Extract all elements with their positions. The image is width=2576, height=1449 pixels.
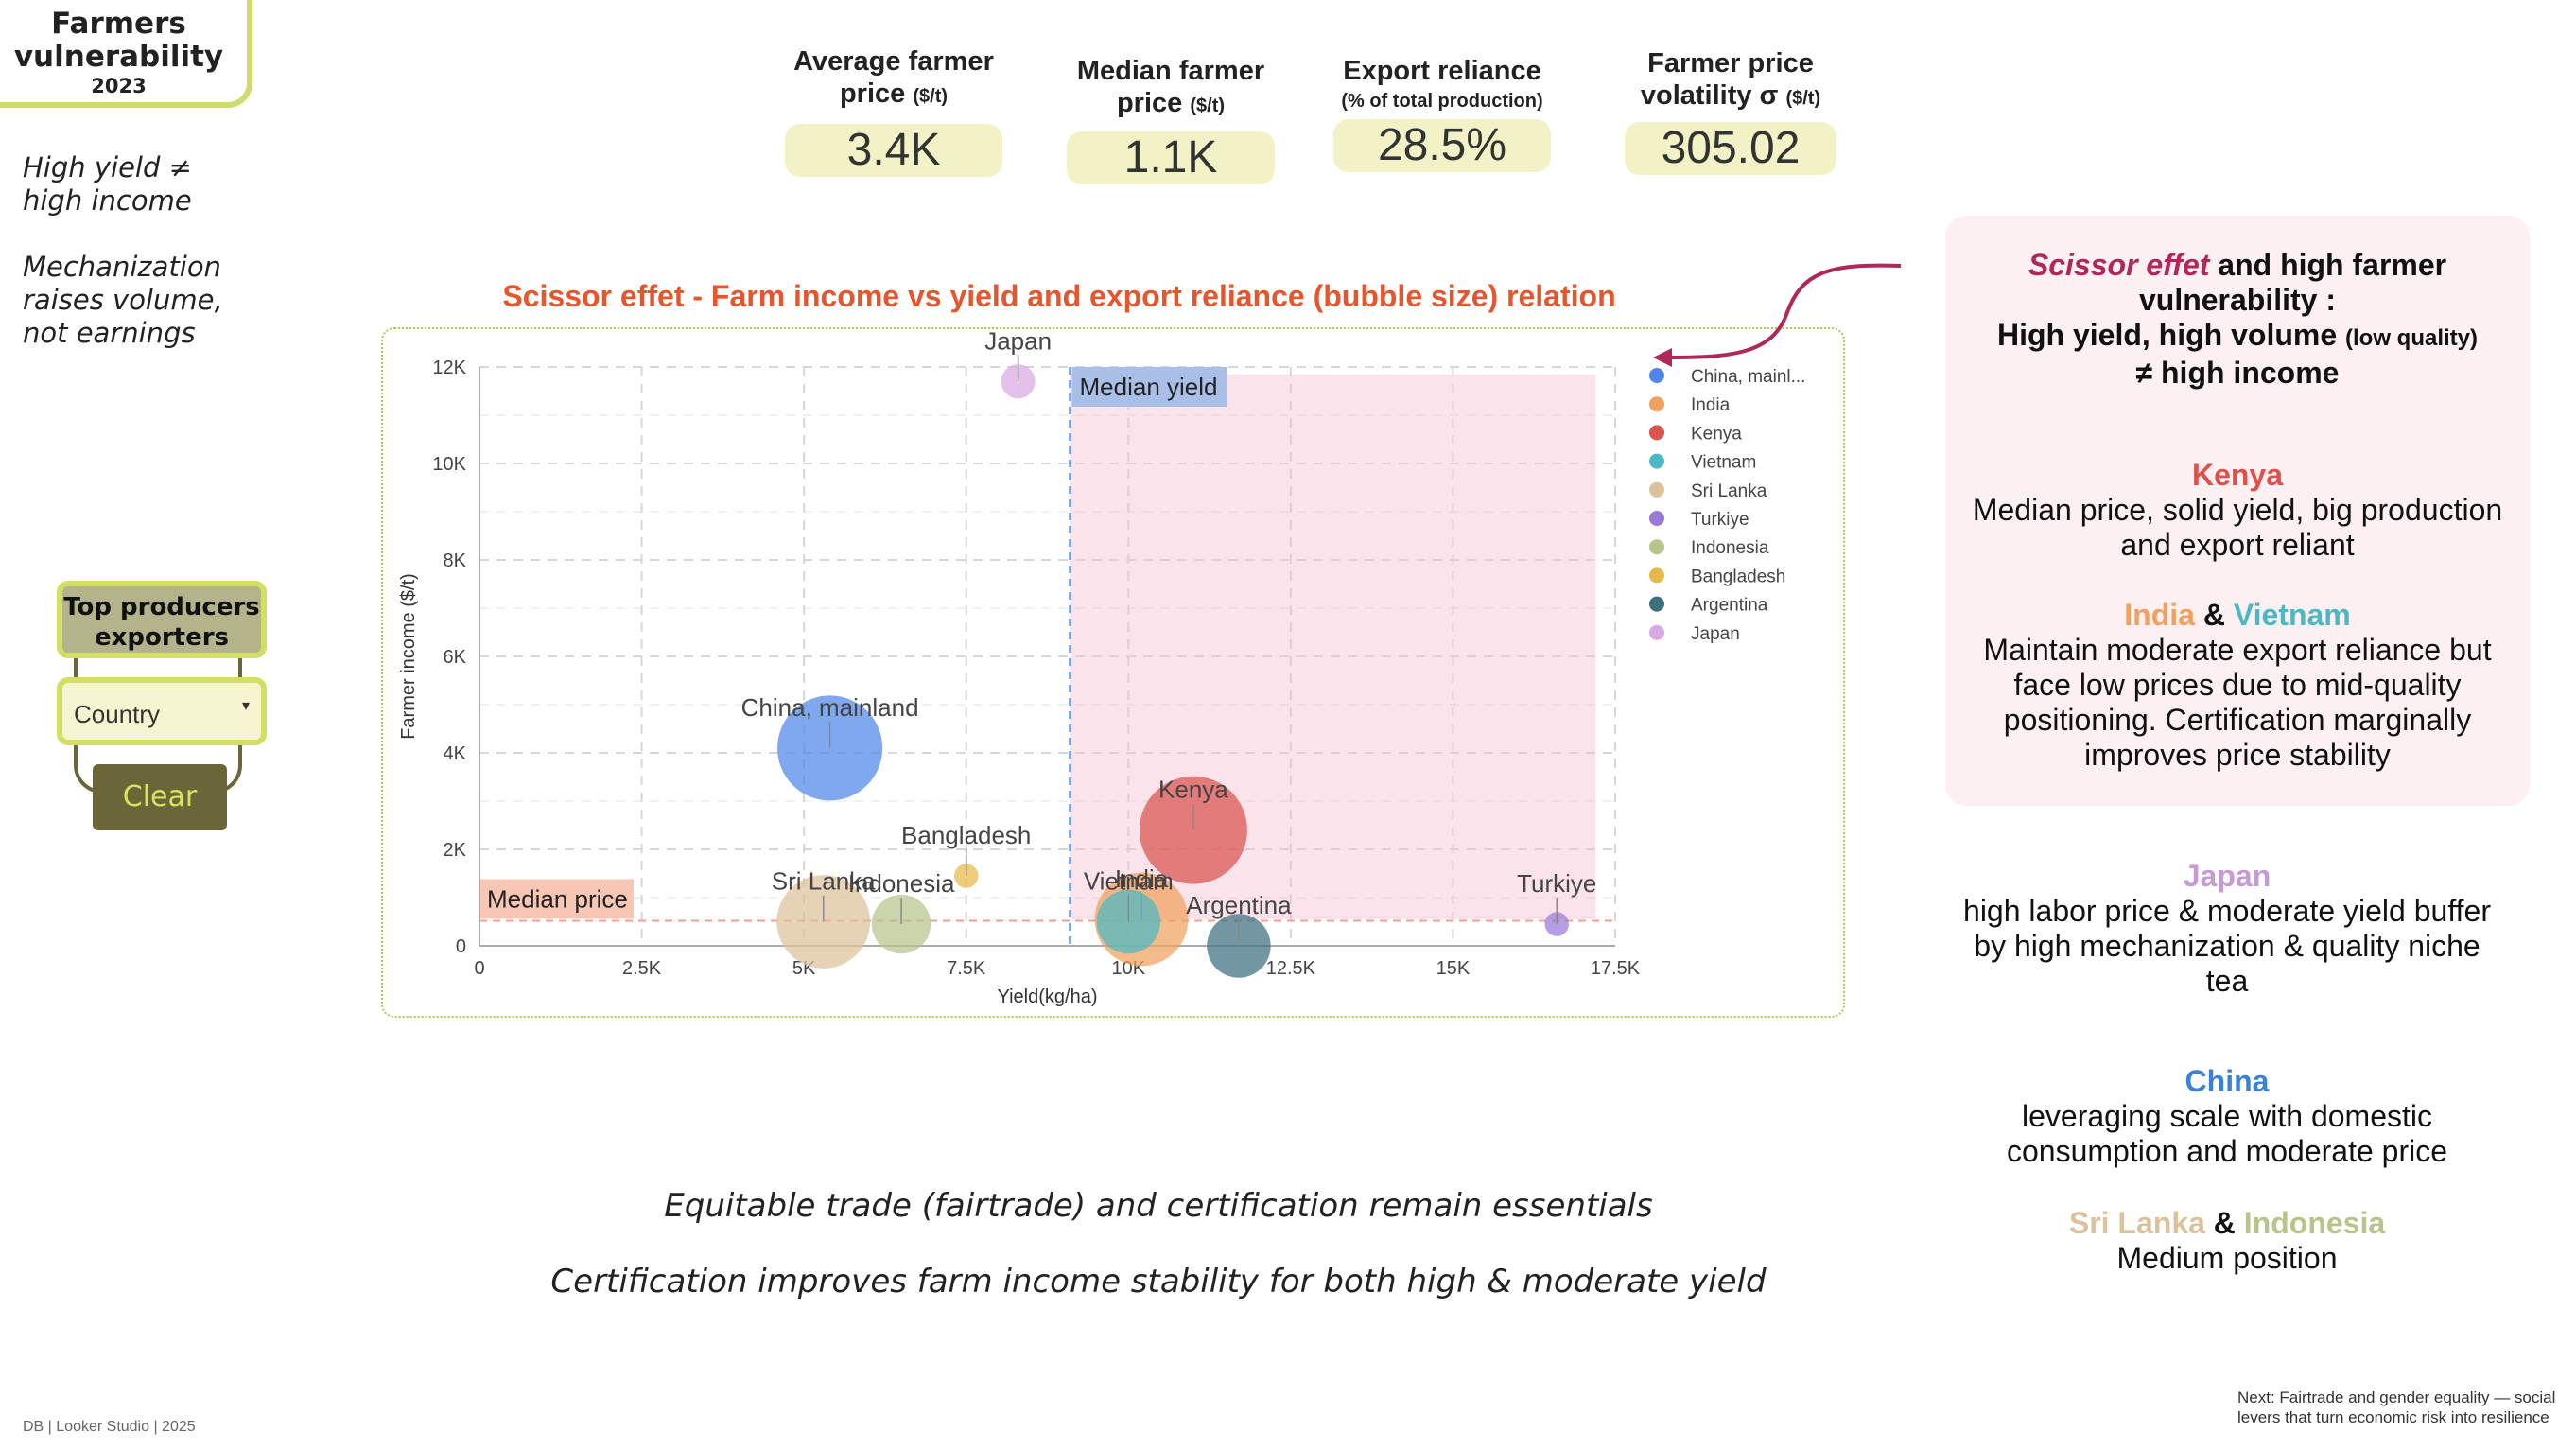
median-yield-label-bg — [1071, 367, 1227, 407]
y-tick-label: 8K — [444, 550, 467, 571]
legend-marker — [1649, 624, 1664, 640]
bottom-statement-1: Equitable trade (fairtrade) and certific… — [664, 1187, 1653, 1225]
kpi-value: 3.4K — [785, 124, 1002, 177]
y-tick-label: 2K — [444, 840, 467, 861]
y-tick-label: 0 — [456, 936, 466, 957]
x-tick-label: 7.5K — [947, 958, 986, 979]
legend-item: India — [1691, 395, 1731, 415]
country-label: Country — [74, 700, 161, 728]
y-tick-label: 12K — [432, 358, 466, 378]
kenya-insight: Kenya Median price, solid yield, big pro… — [1972, 458, 2503, 562]
japan-insight: Japan high labor price & moderate yield … — [1963, 859, 2491, 998]
y-tick-label: 4K — [444, 743, 467, 764]
legend-marker — [1649, 567, 1664, 584]
kpi-value: 305.02 — [1625, 122, 1836, 175]
kpi-price-volatility: Farmer price volatility σ ($/t) 305.02 — [1608, 47, 1854, 175]
y-tick-label: 6K — [444, 647, 467, 668]
bubble-label: Japan — [984, 326, 1052, 355]
country-dropdown[interactable]: Country ▾ — [57, 677, 267, 745]
y-tick-label: 10K — [432, 454, 466, 475]
kpi-label: Median farmer price ($/t) — [1076, 56, 1265, 118]
legend-item: Sri Lanka — [1691, 481, 1767, 501]
dashboard-title: Farmers vulnerability 2023 — [0, 0, 252, 108]
kpi-value: 28.5% — [1333, 119, 1551, 172]
median-yield-label: Median yield — [1080, 373, 1218, 401]
bubble-label: Turkiye — [1517, 869, 1596, 898]
legend-item: China, mainl... — [1691, 367, 1805, 387]
x-tick-label: 12.5K — [1266, 958, 1316, 979]
legend-marker — [1649, 396, 1664, 412]
legend-marker — [1649, 425, 1664, 441]
kpi-label: Average farmer price ($/t) — [793, 46, 994, 109]
callout-arrow-head — [1653, 348, 1672, 367]
legend-item: Japan — [1691, 624, 1740, 644]
side-note-mechanization: Mechanization raises volume, not earning… — [23, 251, 223, 349]
title-year: 2023 — [91, 75, 147, 97]
legend-marker — [1649, 368, 1664, 383]
x-tick-label: 0 — [474, 958, 484, 979]
median-price-label: Median price — [487, 884, 628, 913]
legend-item: Bangladesh — [1691, 567, 1785, 586]
scissor-effect-text: Scissor effet and high farmer vulnerabil… — [1996, 248, 2479, 390]
india-vietnam-insight: India & Vietnam Maintain moderate export… — [1983, 598, 2492, 772]
chart-legend: China, mainl... India Kenya Vietnam Sri Lank… — [1649, 367, 1805, 644]
chart-frame — [381, 327, 1845, 1018]
kpi-label: Export reliance (% of total production) — [1341, 56, 1543, 112]
legend-item: Vietnam — [1691, 453, 1756, 473]
clear-button[interactable]: Clear — [93, 764, 227, 830]
x-tick-label: 2.5K — [622, 958, 662, 979]
footer-next: Next: Fairtrade and gender equality — so… — [2237, 1388, 2556, 1426]
bubble-label: Bangladesh — [901, 821, 1031, 849]
legend-marker — [1649, 539, 1664, 555]
bubble-label: Vietnam — [1084, 867, 1174, 896]
median-price-label-bg — [479, 879, 634, 919]
top-producers-button[interactable]: Top producers exporters — [57, 581, 267, 658]
kpi-median-price: Median farmer price ($/t) 1.1K — [1048, 55, 1294, 184]
bubble-label: China, mainland — [741, 693, 919, 722]
x-tick-label: 17.5K — [1591, 958, 1641, 979]
chevron-down-icon: ▾ — [242, 698, 251, 714]
kpi-label: Farmer price volatility σ ($/t) — [1640, 48, 1821, 111]
srilanka-indonesia-insight: Sri Lanka & Indonesia Medium position — [2068, 1206, 2386, 1275]
y-axis-title: Farmer income ($/t) — [398, 573, 419, 740]
insight-panel — [1945, 216, 2530, 806]
bubble-label: Sri Lanka — [772, 867, 876, 896]
kpi-export-reliance: Export reliance (% of total production) … — [1324, 55, 1560, 172]
china-insight: China leveraging scale with domestic con… — [2006, 1064, 2448, 1168]
legend-marker — [1649, 596, 1664, 612]
bubble-label: Kenya — [1158, 776, 1228, 804]
bubble-label: Argentina — [1186, 891, 1292, 919]
title-line1: Farmers — [51, 7, 186, 41]
bottom-statement-2: Certification improves farm income stabi… — [550, 1263, 1767, 1301]
footer-credit: DB | Looker Studio | 2025 — [23, 1419, 196, 1435]
legend-item: Turkiye — [1691, 510, 1749, 530]
callout-arrow — [1663, 263, 1902, 359]
chart-title: Scissor effet - Farm income vs yield and… — [502, 279, 1616, 313]
legend-marker — [1649, 511, 1664, 526]
legend-marker — [1649, 453, 1664, 469]
x-tick-label: 15K — [1436, 958, 1471, 979]
legend-item: Kenya — [1691, 424, 1742, 444]
kpi-value: 1.1K — [1067, 131, 1275, 184]
legend-item: Argentina — [1691, 596, 1768, 616]
legend-item: Indonesia — [1691, 538, 1769, 558]
bubble-label: Indonesia — [848, 869, 955, 898]
title-line2: vulnerability — [13, 40, 224, 74]
side-note-yield: High yield ≠ high income — [23, 151, 192, 217]
x-axis-title: Yield(kg/ha) — [998, 986, 1098, 1007]
legend-marker — [1649, 481, 1664, 498]
kpi-average-price: Average farmer price ($/t) 3.4K — [766, 45, 1021, 177]
